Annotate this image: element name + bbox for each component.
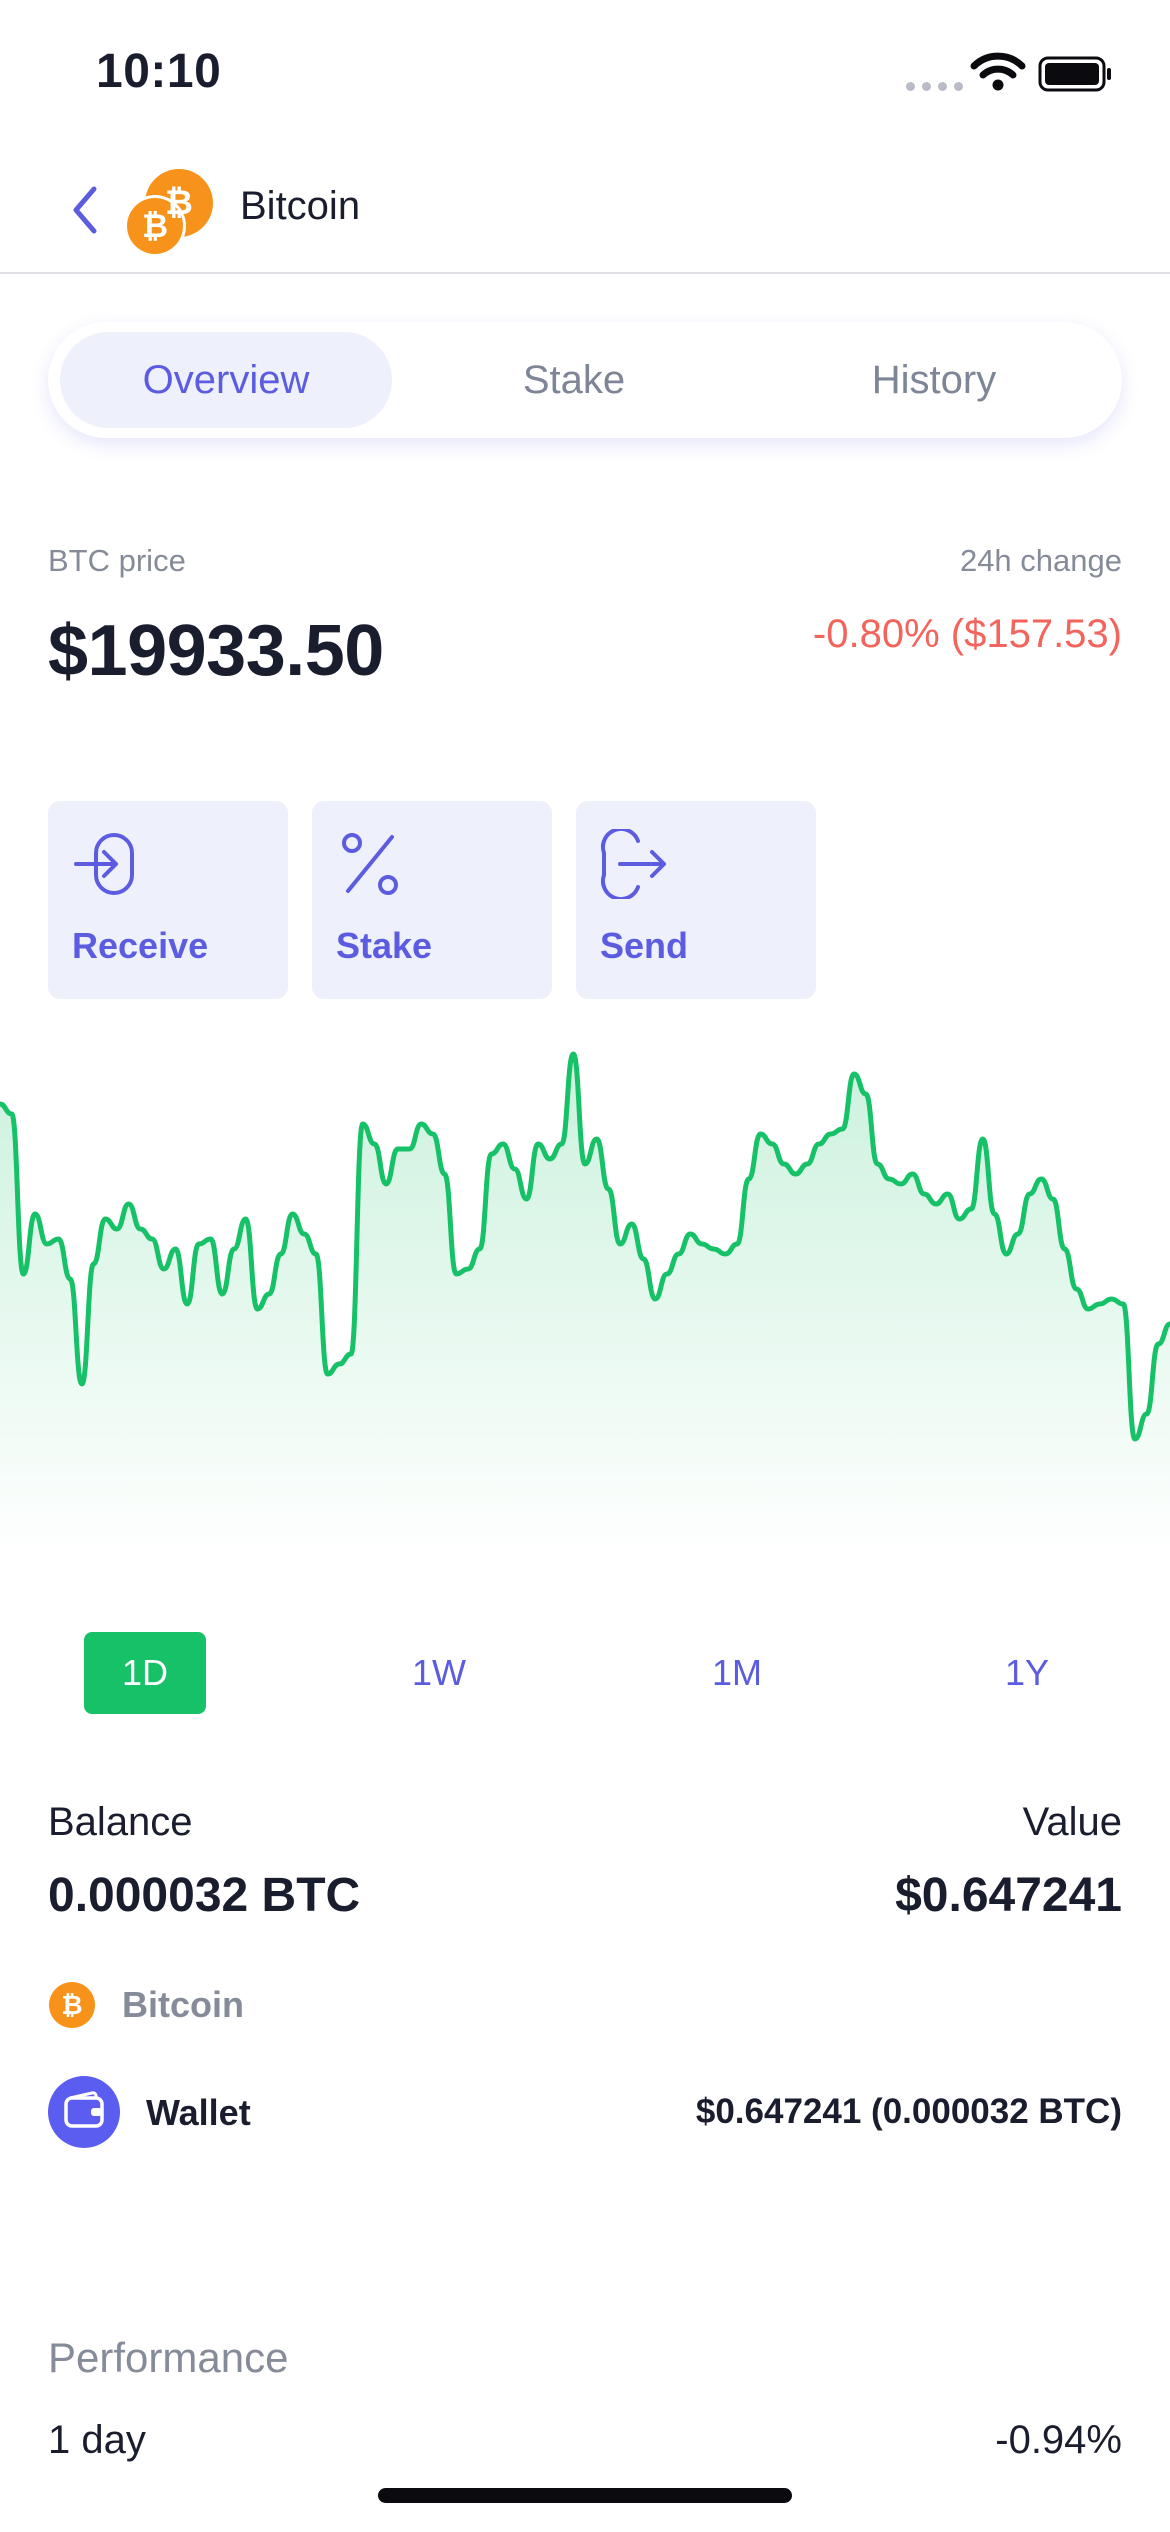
performance-row-value: -0.94% [995,2418,1122,2462]
send-button[interactable]: Send [576,801,816,999]
receive-label: Receive [72,925,209,966]
change-value: -0.80% ($157.53) [812,612,1122,656]
header: ₿ ₿ Bitcoin [0,150,1170,274]
status-time: 10:10 [96,45,222,98]
back-button[interactable] [60,180,110,240]
price-chart [0,1051,1170,1560]
value-label: Value [1022,1800,1122,1844]
svg-text:₿: ₿ [165,183,193,223]
wallet-amount: $0.647241 (0.000032 BTC) [695,2092,1122,2131]
tab-history[interactable]: History [871,357,997,402]
price-label: BTC price [48,543,186,578]
tab-overview[interactable]: Overview [60,332,392,428]
chevron-left-icon [73,186,97,234]
balance-label: Balance [48,1800,193,1844]
chart-line-series [0,1051,1170,1442]
asset-name: Bitcoin [122,1984,244,2025]
status-bar: 10:10 [0,0,1170,150]
change-label: 24h change [959,543,1122,578]
range-1y[interactable]: 1Y [1004,1652,1050,1693]
receive-arrow-icon [74,833,134,895]
svg-text:₿: ₿ [61,1991,82,2021]
bitcoin-logo-icon: ₿ ₿ [124,169,213,257]
send-arrow-icon [600,829,666,899]
price-value: $19933.50 [48,611,384,691]
segmented-tabs: Overview Stake History [48,322,1122,438]
balance-value: 0.000032 BTC [48,1869,361,1922]
performance-title: Performance [48,2334,289,2381]
wifi-icon [970,52,1026,91]
percent-icon [342,833,398,895]
page-title: Bitcoin [240,184,361,228]
range-1m[interactable]: 1M [711,1652,762,1693]
range-1d[interactable]: 1D [84,1632,206,1714]
range-1w[interactable]: 1W [412,1652,466,1693]
performance-row-label: 1 day [48,2418,146,2462]
svg-text:₿: ₿ [142,207,168,245]
stake-label: Stake [336,925,433,966]
tab-stake[interactable]: Stake [522,357,626,402]
stake-button[interactable]: Stake [312,801,552,999]
wallet-icon [48,2076,120,2148]
home-indicator [378,2488,792,2503]
receive-button[interactable]: Receive [48,801,288,999]
battery-icon [1038,56,1111,92]
wallet-name: Wallet [146,2092,251,2133]
bitcoin-icon: ₿ [49,1982,95,2028]
value-amount: $0.647241 [895,1869,1122,1922]
send-label: Send [600,925,689,966]
asset-row: ₿ Bitcoin [48,1980,244,2030]
chart-area-fill [0,1054,1170,1560]
signal-dots-icon [906,82,963,91]
wallet-row[interactable]: Wallet $0.647241 (0.000032 BTC) [48,2076,1122,2148]
